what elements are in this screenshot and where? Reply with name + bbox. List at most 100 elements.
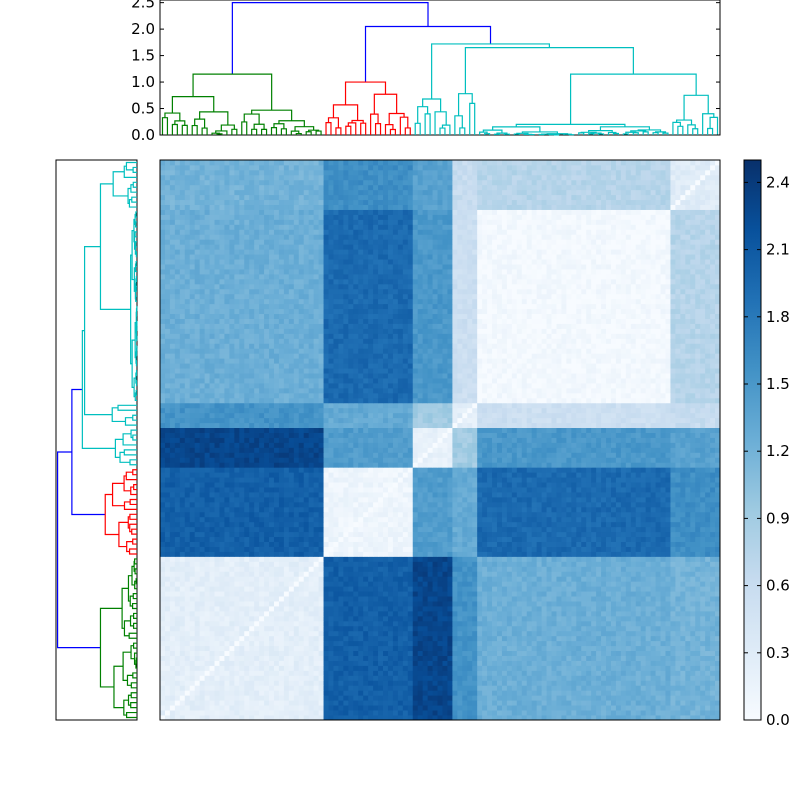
heatmap-cell <box>214 551 220 557</box>
heatmap-cell <box>695 630 701 637</box>
heatmap-cell <box>536 630 542 637</box>
heatmap-cell <box>313 640 319 647</box>
heatmap-cell <box>269 675 275 681</box>
heatmap-cell <box>690 685 696 691</box>
heatmap-cell <box>591 680 597 686</box>
heatmap-cell <box>447 640 453 647</box>
heatmap-cell <box>373 591 379 597</box>
heatmap-cell <box>452 640 458 647</box>
heatmap-cell <box>506 526 513 533</box>
heatmap-cell <box>288 556 295 562</box>
heatmap-cell <box>269 536 275 542</box>
heatmap-cell <box>482 596 488 602</box>
heatmap-cell <box>288 655 295 661</box>
heatmap-cell <box>492 526 498 533</box>
heatmap-cell <box>179 680 186 686</box>
heatmap-cell <box>422 586 429 592</box>
heatmap-cell <box>204 620 210 627</box>
heatmap-cell <box>363 705 369 711</box>
heatmap-cell <box>715 606 721 612</box>
heatmap-cell <box>427 635 433 642</box>
heatmap-cell <box>229 566 235 572</box>
heatmap-cell <box>407 556 414 562</box>
heatmap-cell <box>348 700 354 706</box>
heatmap-cell <box>496 645 503 652</box>
heatmap-cell <box>640 561 647 567</box>
heatmap-cell <box>338 571 344 577</box>
heatmap-cell <box>259 566 265 572</box>
heatmap-cell <box>303 571 310 577</box>
heatmap-cell <box>204 551 210 557</box>
heatmap-cell <box>373 710 379 716</box>
heatmap-cell <box>164 640 171 647</box>
heatmap-cell <box>239 615 245 622</box>
heatmap-cell <box>660 710 666 716</box>
heatmap-cell <box>447 571 453 577</box>
heatmap-cell <box>412 581 419 587</box>
heatmap-cell <box>432 541 438 547</box>
heatmap-cell <box>511 665 518 671</box>
heatmap-cell <box>402 551 409 557</box>
heatmap-cell <box>293 680 300 686</box>
heatmap-cell <box>705 606 711 612</box>
heatmap-cell <box>561 630 567 637</box>
heatmap-cell <box>234 521 240 528</box>
heatmap-cell <box>675 705 681 711</box>
heatmap-cell <box>427 521 433 528</box>
heatmap-cell <box>715 581 721 587</box>
heatmap-cell <box>640 581 647 587</box>
heatmap-cell <box>427 591 433 597</box>
heatmap-cell <box>298 660 305 666</box>
heatmap-cell <box>259 655 265 661</box>
heatmap-cell <box>432 655 438 661</box>
heatmap-cell <box>482 665 488 671</box>
heatmap-cell <box>214 521 220 528</box>
heatmap-cell <box>566 601 572 607</box>
heatmap-cell <box>690 546 696 552</box>
heatmap-cell <box>402 591 409 597</box>
heatmap-cell <box>477 531 483 538</box>
heatmap-cell <box>591 685 597 691</box>
heatmap-cell <box>378 581 384 587</box>
heatmap-cell <box>710 556 716 562</box>
heatmap-cell <box>442 516 448 523</box>
heatmap-cell <box>313 571 319 577</box>
heatmap-cell <box>477 586 483 592</box>
heatmap-cell <box>462 700 468 706</box>
heatmap-cell <box>690 606 696 612</box>
heatmap-cell <box>303 645 310 652</box>
heatmap-cell <box>402 556 409 562</box>
heatmap-cell <box>174 665 181 671</box>
dendrogram-link <box>121 587 129 629</box>
heatmap-cell <box>293 710 300 716</box>
heatmap-cell <box>387 645 394 652</box>
heatmap-cell <box>333 640 339 647</box>
heatmap-cell <box>343 551 349 557</box>
heatmap-cell <box>303 705 310 711</box>
heatmap-cell <box>437 610 443 617</box>
heatmap-cell <box>596 571 602 577</box>
heatmap-cell <box>283 551 290 557</box>
heatmap-cell <box>368 546 374 552</box>
heatmap-cell <box>427 685 433 691</box>
heatmap-cell <box>601 546 607 552</box>
heatmap-cell <box>278 650 285 656</box>
heatmap-cell <box>615 705 622 711</box>
heatmap-cell <box>278 615 285 622</box>
heatmap-cell <box>358 680 364 686</box>
heatmap-cell <box>229 516 235 523</box>
heatmap-cell <box>506 546 513 552</box>
heatmap-cell <box>189 620 196 627</box>
heatmap-cell <box>273 571 280 577</box>
heatmap-cell <box>591 620 597 627</box>
heatmap-cell <box>492 630 498 637</box>
heatmap-cell <box>591 531 597 538</box>
heatmap-cell <box>224 536 230 542</box>
heatmap-cell <box>635 591 642 597</box>
heatmap-cell <box>174 660 181 666</box>
heatmap-cell <box>521 601 528 607</box>
heatmap-cell <box>685 655 691 661</box>
heatmap-cell <box>397 640 404 647</box>
heatmap-cell <box>700 576 706 582</box>
heatmap-cell <box>492 615 498 622</box>
